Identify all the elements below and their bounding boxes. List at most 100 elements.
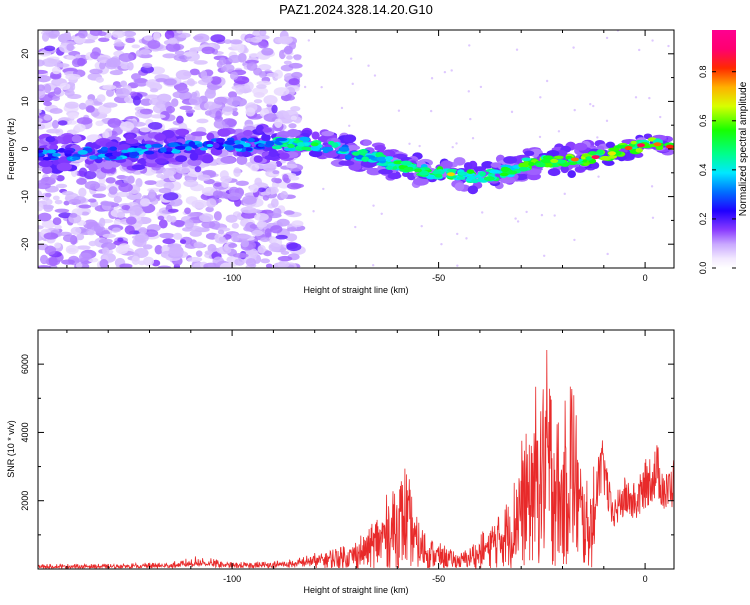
heatmap-noise-cell [106,57,121,68]
heatmap-noise-cell [119,263,133,268]
heatmap-noise-cell [163,78,177,86]
heatmap-noise-cell [203,262,220,268]
heatmap-noise-cell [165,42,181,52]
heatmap-noise-cell [158,219,168,229]
heatmap-noise-cell [125,37,136,44]
heatmap-noise-cell [184,219,194,230]
heatmap-noise-cell [260,237,270,243]
heatmap-noise-cell [455,142,458,145]
heatmap-noise-cell [54,224,62,230]
heatmap-noise-cell [275,160,283,168]
heatmap-noise-cell [88,240,97,247]
heatmap-noise-cell [138,227,148,235]
heatmap-cell [454,182,465,192]
heatmap-cell [265,140,275,147]
heatmap-noise-cell [340,106,344,110]
heatmap-noise-cell [542,254,546,258]
heatmap-noise-cell [167,208,179,213]
heatmap-noise-cell [54,199,63,205]
heatmap-noise-cell [286,182,302,190]
heatmap-noise-cell [78,204,92,209]
snr-background [38,330,674,569]
heatmap-noise-cell [191,199,208,209]
heatmap-noise-cell [254,213,269,222]
heatmap-noise-cell [272,170,280,175]
heatmap-noise-cell [471,137,475,140]
heatmap-cell [125,138,139,144]
heatmap-cell [151,143,163,148]
snr-series-line [38,349,674,569]
heatmap-noise-cell [238,88,252,94]
heatmap-noise-cell [597,175,600,178]
heatmap-cell [338,160,355,166]
heatmap-noise-cell [429,109,433,113]
heatmap-noise-cell [43,114,52,121]
heatmap-noise-cell [158,187,172,194]
heatmap-cell [109,146,118,151]
heatmap-noise-cell [131,255,140,265]
heatmap-noise-cell [256,84,267,89]
heatmap-noise-cell [263,113,280,122]
heatmap-noise-cell [312,210,315,213]
heatmap-cell [144,143,153,149]
heatmap-noise-cell [638,48,641,52]
heatmap-noise-cell [142,244,153,250]
heatmap-noise-cell [213,119,226,129]
heatmap-noise-cell [288,62,303,69]
heatmap-cell [154,133,166,141]
heatmap-cell [286,143,296,149]
heatmap-noise-cell [75,262,83,268]
heatmap-noise-cell [173,54,188,62]
heatmap-noise-cell [553,214,556,217]
heatmap-noise-cell [78,102,87,110]
heatmap-cell [242,129,254,137]
heatmap-noise-cell [99,217,106,228]
heatmap-noise-cell [38,69,48,75]
heatmap-cell [366,167,382,176]
heatmap-cell [283,147,294,152]
heatmap-noise-cell [53,63,70,68]
heatmap-cell [215,137,225,143]
heatmap-noise-cell [187,212,203,217]
heatmap-cell [338,147,349,152]
heatmap-cell [535,162,546,168]
heatmap-noise-cell [232,252,249,258]
heatmap-noise-cell [90,51,101,60]
heatmap-cell [271,145,282,150]
heatmap-noise-cell [75,54,82,59]
heatmap-cell [521,157,532,162]
heatmap-noise-cell [283,45,293,55]
heatmap-cell [200,147,208,151]
heatmap-noise-cell [258,187,266,193]
heatmap-noise-cell [210,76,222,85]
heatmap-noise-cell [112,227,121,233]
heatmap-noise-cell [76,178,87,185]
heatmap-noise-cell [206,198,217,208]
heatmap-cell [129,151,140,157]
heatmap-cell [483,176,495,182]
heatmap-noise-cell [117,237,124,242]
heatmap-noise-cell [176,86,189,94]
heatmap-noise-cell [84,180,101,190]
heatmap-cell [540,158,553,164]
heatmap-noise-cell [113,42,126,47]
heatmap-cell [553,155,564,160]
heatmap-noise-cell [156,173,165,179]
heatmap-noise-cell [228,91,238,99]
heatmap-noise-cell [246,62,258,71]
heatmap-cell [71,134,82,143]
heatmap-noise-cell [139,198,151,207]
heatmap-cell [56,162,72,172]
heatmap-noise-cell [44,192,52,198]
heatmap-cell [102,160,114,170]
heatmap-noise-cell [56,174,65,182]
heatmap-cell [401,171,411,178]
heatmap-noise-cell [88,198,97,203]
heatmap-noise-cell [229,71,239,80]
heatmap-noise-cell [201,46,216,55]
heatmap-noise-cell [54,242,61,249]
heatmap-cell [419,170,429,176]
heatmap-noise-cell [126,191,142,201]
heatmap-cell [473,166,487,172]
